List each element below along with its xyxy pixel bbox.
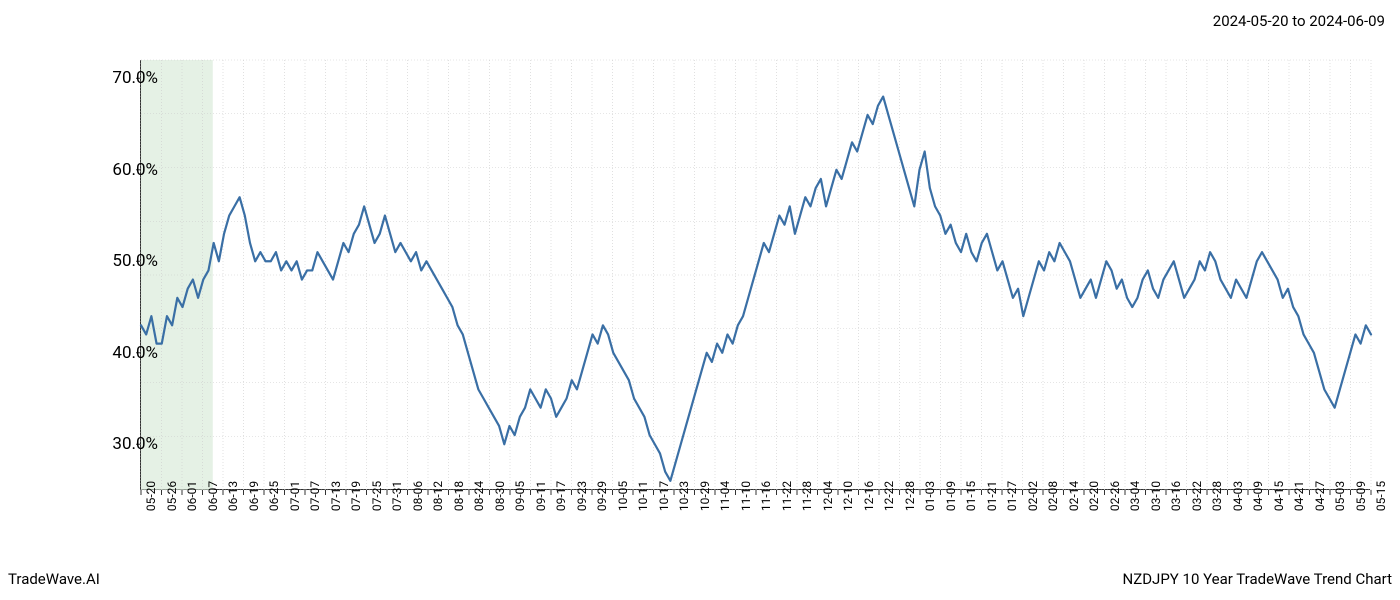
- x-tick-label: 11-04: [718, 481, 732, 511]
- x-tick-label: 08-12: [431, 481, 445, 511]
- x-tick-label: 10-05: [616, 481, 630, 511]
- x-tick-label: 04-15: [1272, 481, 1286, 511]
- x-tick-label: 05-15: [1374, 481, 1388, 511]
- x-tick-label: 08-18: [452, 481, 466, 511]
- x-tick-label: 04-21: [1292, 481, 1306, 511]
- x-tick-label: 09-17: [554, 481, 568, 511]
- x-tick-label: 02-26: [1108, 481, 1122, 511]
- x-tick-label: 11-22: [780, 481, 794, 511]
- x-tick-label: 12-10: [841, 481, 855, 511]
- x-tick-label: 07-25: [370, 481, 384, 511]
- x-tick-label: 05-20: [144, 481, 158, 511]
- x-tick-label: 12-16: [862, 481, 876, 511]
- x-tick-label: 08-30: [493, 481, 507, 511]
- x-tick-label: 03-22: [1190, 481, 1204, 511]
- x-tick-label: 06-07: [206, 481, 220, 511]
- y-tick-label: 70.0%: [112, 68, 158, 88]
- x-tick-label: 05-26: [165, 481, 179, 511]
- x-tick-label: 09-05: [513, 481, 527, 511]
- x-tick-label: 02-08: [1046, 481, 1060, 511]
- x-tick-label: 02-02: [1026, 481, 1040, 511]
- x-tick-label: 02-14: [1067, 481, 1081, 511]
- line-series: [141, 60, 1370, 489]
- x-tick-label: 11-28: [800, 481, 814, 511]
- x-tick-label: 03-04: [1128, 481, 1142, 511]
- x-tick-label: 05-03: [1333, 481, 1347, 511]
- chart-container: 2024-05-20 to 2024-06-09 30.0% 40.0% 50.0%…: [0, 0, 1400, 600]
- plot-area: [140, 60, 1370, 490]
- x-tick-label: 09-29: [595, 481, 609, 511]
- x-tick-label: 03-28: [1210, 481, 1224, 511]
- x-tick-label: 10-11: [636, 481, 650, 511]
- x-tick-label: 10-29: [698, 481, 712, 511]
- x-tick-label: 08-24: [472, 481, 486, 511]
- x-tick-label: 07-01: [288, 481, 302, 511]
- x-tick-label: 06-01: [185, 481, 199, 511]
- date-range-label: 2024-05-20 to 2024-06-09: [1213, 12, 1385, 30]
- x-tick-label: 07-07: [308, 481, 322, 511]
- x-tick-label: 04-09: [1251, 481, 1265, 511]
- x-tick-label: 11-10: [739, 481, 753, 511]
- y-tick-label: 30.0%: [112, 434, 158, 454]
- x-tick-label: 09-23: [575, 481, 589, 511]
- x-tick-label: 08-06: [411, 481, 425, 511]
- x-tick-label: 09-11: [534, 481, 548, 511]
- x-tick-label: 03-16: [1169, 481, 1183, 511]
- x-tick-label: 01-03: [923, 481, 937, 511]
- x-tick-label: 03-10: [1149, 481, 1163, 511]
- x-tick-label: 01-21: [985, 481, 999, 511]
- x-tick-label: 12-28: [903, 481, 917, 511]
- x-tick-label: 06-13: [226, 481, 240, 511]
- x-tick-label: 06-19: [247, 481, 261, 511]
- x-tick-label: 07-13: [329, 481, 343, 511]
- x-tick-label: 05-09: [1354, 481, 1368, 511]
- x-tick-label: 07-31: [390, 481, 404, 511]
- x-tick-label: 10-17: [657, 481, 671, 511]
- x-tick-label: 07-19: [349, 481, 363, 511]
- x-tick-label: 10-23: [677, 481, 691, 511]
- x-tick-label: 12-22: [882, 481, 896, 511]
- x-tick-label: 12-04: [821, 481, 835, 511]
- footer-title: NZDJPY 10 Year TradeWave Trend Chart: [1123, 570, 1392, 588]
- x-tick-label: 11-16: [759, 481, 773, 511]
- x-tick-label: 01-15: [964, 481, 978, 511]
- y-tick-label: 50.0%: [112, 251, 158, 271]
- x-tick-label: 01-27: [1005, 481, 1019, 511]
- y-tick-label: 60.0%: [112, 160, 158, 180]
- x-tick-label: 04-03: [1231, 481, 1245, 511]
- x-tick-label: 01-09: [944, 481, 958, 511]
- x-tick-label: 04-27: [1313, 481, 1327, 511]
- x-tick-label: 02-20: [1087, 481, 1101, 511]
- footer-brand: TradeWave.AI: [8, 570, 100, 588]
- y-tick-label: 40.0%: [112, 343, 158, 363]
- x-tick-label: 06-25: [267, 481, 281, 511]
